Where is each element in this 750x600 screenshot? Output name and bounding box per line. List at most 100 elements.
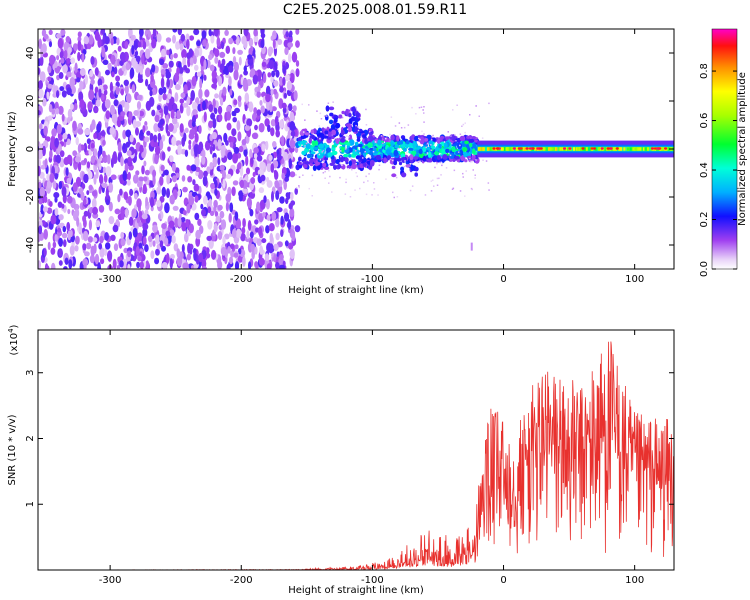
heatmap-cell (366, 160, 372, 165)
heatmap-cell (222, 178, 226, 189)
heatmap-cell (109, 81, 113, 93)
heatmap-cell (67, 195, 73, 204)
heatmap-cell (488, 189, 490, 191)
heatmap-cell (66, 221, 71, 231)
heatmap-cell (138, 110, 145, 117)
heatmap-cell (102, 139, 106, 146)
heatmap-cell (321, 151, 323, 153)
heatmap-cell (90, 245, 96, 257)
heatmap-cell (49, 172, 55, 183)
heatmap-cell (340, 146, 345, 153)
heatmap-cell (422, 146, 427, 153)
heatmap-cell (188, 195, 195, 206)
spectrogram-x-ticks: -300 -200 -100 0 100 (99, 29, 644, 285)
heatmap-cell (238, 190, 244, 198)
heatmap-cell (83, 142, 88, 153)
heatmap-cell (128, 216, 134, 226)
heatmap-cell (228, 213, 232, 223)
heatmap-cell (273, 243, 279, 251)
heatmap-cell (383, 137, 389, 143)
heatmap-cell (247, 220, 252, 231)
heatmap-cell (415, 113, 417, 115)
heatmap-cell (289, 111, 295, 123)
heatmap-cell (461, 125, 463, 127)
heatmap-cell (193, 250, 197, 261)
heatmap-cell (231, 228, 237, 239)
heatmap-cell (411, 106, 413, 109)
heatmap-cell (345, 148, 347, 150)
heatmap-cell (41, 43, 47, 54)
heatmap-cell (102, 166, 107, 174)
heatmap-cell (163, 237, 169, 246)
heatmap-cell (327, 102, 330, 104)
heatmap-cell (316, 166, 322, 170)
heatmap-cell (204, 89, 210, 98)
heatmap-cell (303, 163, 308, 169)
heatmap-cell (291, 51, 298, 63)
heatmap-cell (512, 147, 516, 150)
heatmap-cell (124, 208, 129, 219)
heatmap-cell (403, 165, 405, 168)
heatmap-cell (258, 226, 263, 236)
heatmap-cell (329, 162, 335, 166)
heatmap-cell (256, 91, 262, 98)
heatmap-cell (347, 126, 353, 133)
heatmap-cell (142, 183, 147, 194)
heatmap-cell (93, 174, 97, 185)
heatmap-cell (127, 250, 132, 258)
heatmap-cell (304, 145, 306, 147)
heatmap-cell (414, 135, 419, 142)
heatmap-cell (275, 69, 280, 78)
heatmap-cell (77, 36, 82, 42)
heatmap-cell (406, 152, 408, 154)
heatmap-cell (288, 202, 293, 210)
heatmap-cell (459, 135, 465, 142)
heatmap-cell (125, 62, 131, 71)
heatmap-cell (350, 157, 352, 159)
heatmap-cell (135, 170, 140, 176)
heatmap-cell (270, 119, 276, 127)
heatmap-cell (609, 147, 613, 150)
heatmap-cell (164, 202, 170, 214)
heatmap-cell (158, 87, 164, 96)
heatmap-cell (175, 41, 180, 50)
heatmap-cell (94, 107, 99, 114)
heatmap-cell (612, 147, 615, 151)
heatmap-cell (231, 136, 235, 144)
heatmap-cell (186, 39, 190, 50)
heatmap-cell (350, 123, 353, 126)
heatmap-cell (69, 229, 73, 238)
heatmap-cell (138, 176, 144, 182)
heatmap-cell (288, 242, 294, 250)
heatmap-cell (237, 95, 242, 102)
heatmap-cell (171, 235, 176, 244)
heatmap-cell (413, 156, 419, 160)
heatmap-cell (53, 192, 60, 199)
heatmap-cell (203, 59, 207, 70)
heatmap-cell (162, 93, 167, 101)
heatmap-cell (112, 224, 119, 233)
heatmap-cell (627, 147, 630, 151)
snr-frame (37, 329, 675, 571)
heatmap-cell (325, 105, 330, 112)
heatmap-cell (559, 147, 562, 151)
heatmap-cell (89, 254, 95, 264)
heatmap-cell (88, 89, 95, 101)
heatmap-cell (462, 172, 464, 175)
heatmap-cell (226, 263, 231, 269)
heatmap-cell (395, 176, 398, 179)
heatmap-cell (600, 147, 604, 150)
heatmap-cell (369, 157, 372, 160)
heatmap-cell (53, 60, 58, 68)
heatmap-cell (407, 124, 410, 126)
heatmap-cell (462, 176, 464, 178)
heatmap-cell (345, 142, 351, 146)
heatmap-cell (644, 147, 647, 151)
heatmap-cell (290, 191, 294, 201)
heatmap-cell (464, 140, 469, 145)
heatmap-cell (189, 57, 194, 66)
heatmap-cell (213, 223, 218, 233)
heatmap-cell (89, 29, 96, 33)
heatmap-cell (161, 245, 166, 252)
heatmap-cell (74, 245, 79, 252)
